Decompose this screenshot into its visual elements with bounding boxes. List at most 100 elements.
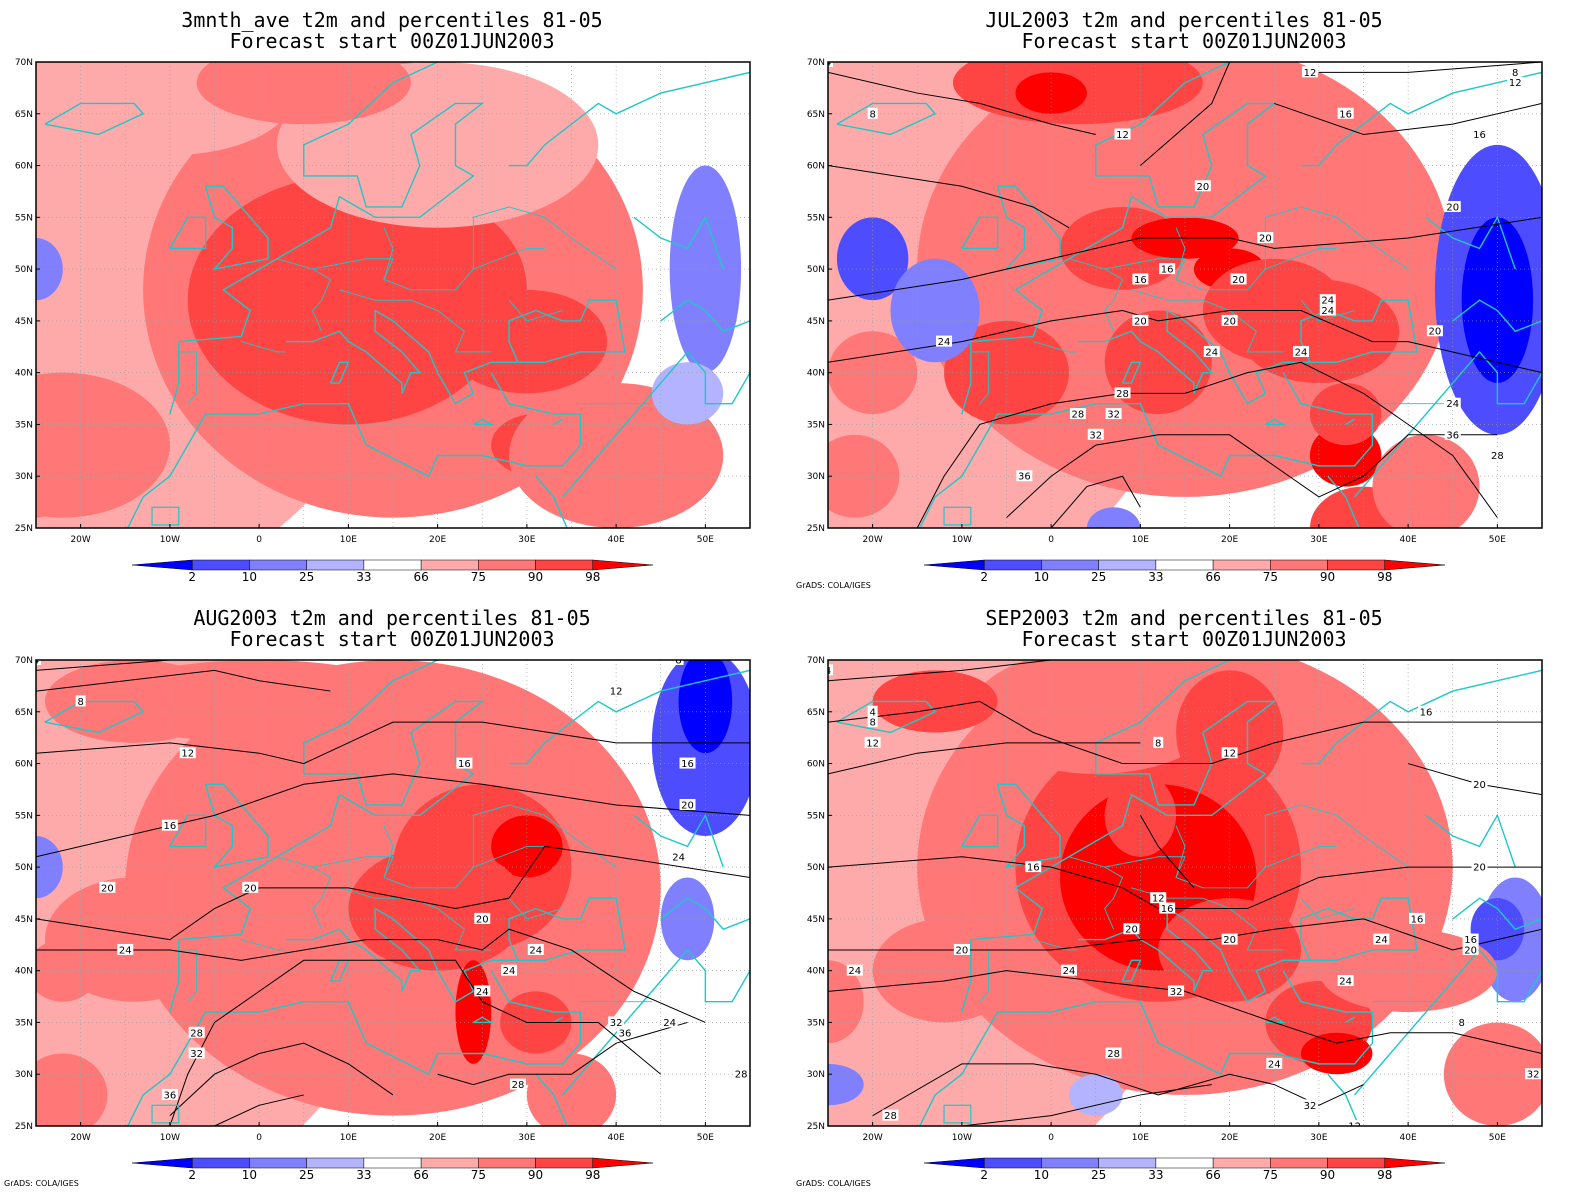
temperature-contour (872, 1063, 1364, 1117)
coastline (204, 185, 269, 271)
contour-label: 24 (938, 337, 951, 348)
inset-box (943, 1104, 972, 1124)
y-tick-label: 25N (15, 1122, 33, 1132)
inset-box (943, 506, 972, 526)
colorbar-arrow-left (923, 559, 985, 571)
x-tick-label: 50E (697, 1133, 714, 1143)
panel-title: AUG2003 t2m and percentiles 81-05 (193, 606, 590, 630)
colorbar-label: 33 (356, 570, 371, 584)
contour-label-bg (1159, 263, 1176, 275)
border-line (339, 887, 492, 951)
colorbar-arrow-right (592, 1157, 654, 1169)
contour-label: 32 (610, 1018, 623, 1029)
coastline (919, 970, 1374, 1126)
y-tick-label: 35N (807, 420, 825, 430)
contour-label-bg (1221, 747, 1238, 759)
contour-label: 12 (610, 687, 623, 698)
colorbar-arrow-right (592, 559, 654, 571)
contour-label-bg (608, 1016, 625, 1028)
contour-label-bg (501, 964, 518, 976)
contour-label-bg (1462, 933, 1479, 945)
temperature-contour (1006, 434, 1498, 519)
coastline (329, 361, 350, 384)
x-tick-label: 30E (1310, 1133, 1327, 1143)
contour-label-bg (936, 335, 953, 347)
panel-subtitle: Forecast start 00Z01JUN2003 (229, 627, 554, 651)
coastline (553, 418, 563, 426)
coastline (509, 71, 750, 167)
panel-title: JUL2003 t2m and percentiles 81-05 (985, 8, 1382, 32)
contour-label-bg (1168, 985, 1185, 997)
temperature-contour (828, 742, 1141, 775)
coastline (633, 215, 724, 270)
contour-label-bg (1114, 387, 1131, 399)
x-tick-label: 30E (1310, 535, 1327, 545)
temperature-contour (828, 856, 1542, 910)
colorbar-label: 90 (528, 1168, 543, 1182)
temperature-contour (828, 71, 1096, 135)
contour-label-bg (1230, 273, 1247, 285)
border-line (1264, 206, 1409, 270)
x-tick-label: 0 (1048, 535, 1054, 545)
y-tick-label: 25N (807, 1122, 825, 1132)
border-line (276, 258, 332, 332)
contour-label: 16 (1473, 130, 1486, 141)
colorbar-arrow-left (131, 1157, 193, 1169)
temperature-contour (36, 660, 170, 671)
temperature-contour (828, 970, 1542, 1054)
y-tick-label: 60N (15, 162, 33, 172)
contour-label: 24 (119, 945, 132, 956)
contour-label-bg (1221, 314, 1238, 326)
contour-label: 16 (1464, 935, 1477, 946)
contour-label-bg (1525, 1068, 1542, 1080)
contour-label: 24 (529, 945, 542, 956)
coastline (204, 783, 269, 869)
contour-label-bg (1373, 933, 1390, 945)
contour-label: 20 (1125, 925, 1138, 936)
temperature-contour (916, 361, 1498, 528)
credit-text: GrADS: COLA/IGES (4, 1179, 79, 1188)
contour-label: 20 (956, 945, 969, 956)
contour-label: 12 (1509, 78, 1522, 89)
coastline (660, 299, 750, 333)
colorbar-swatch (983, 1157, 1042, 1169)
contour-label: 16 (164, 821, 177, 832)
contour-label-bg (188, 1047, 205, 1059)
contour-label-bg (733, 1068, 750, 1080)
contour-label: 36 (164, 1090, 177, 1101)
contour-label: 32 (1107, 410, 1120, 421)
colorbar: 2 10 25 33 66 75 90 98 (923, 1157, 1446, 1182)
border-line (970, 351, 990, 405)
border-line (472, 206, 617, 270)
contour-label: 20 (244, 883, 257, 894)
colorbar-label: 98 (1377, 1168, 1392, 1182)
y-tick-label: 40N (15, 967, 33, 977)
coastline (285, 897, 626, 1003)
temperature-contour (1050, 475, 1141, 528)
coastline (169, 814, 207, 848)
colorbar-label: 90 (1320, 570, 1335, 584)
coastline (562, 350, 750, 498)
x-tick-label: 30E (518, 1133, 535, 1143)
contour-label: 24 (672, 852, 685, 863)
border-line (1033, 341, 1078, 353)
coastline (44, 700, 145, 734)
contour-label: 16 (1420, 707, 1433, 718)
coastline (1301, 669, 1542, 765)
contour-label: 12 (181, 749, 194, 760)
temperature-contour (828, 165, 1070, 229)
contour-label: 20 (1196, 182, 1209, 193)
coastline (44, 102, 145, 136)
contour-label-bg (828, 664, 833, 676)
contour-label: 24 (1295, 347, 1308, 358)
contour-label: 8 (77, 697, 83, 708)
colorbar-label: 98 (585, 1168, 600, 1182)
temperature-contour (169, 959, 662, 1126)
contour-label: 24 (1375, 935, 1388, 946)
contour-label-bg (867, 716, 878, 728)
temperature-contour (828, 216, 1542, 301)
contour-label-bg (1456, 1016, 1467, 1028)
contour-label-bg (1221, 933, 1238, 945)
percentile-shade (1372, 434, 1480, 528)
